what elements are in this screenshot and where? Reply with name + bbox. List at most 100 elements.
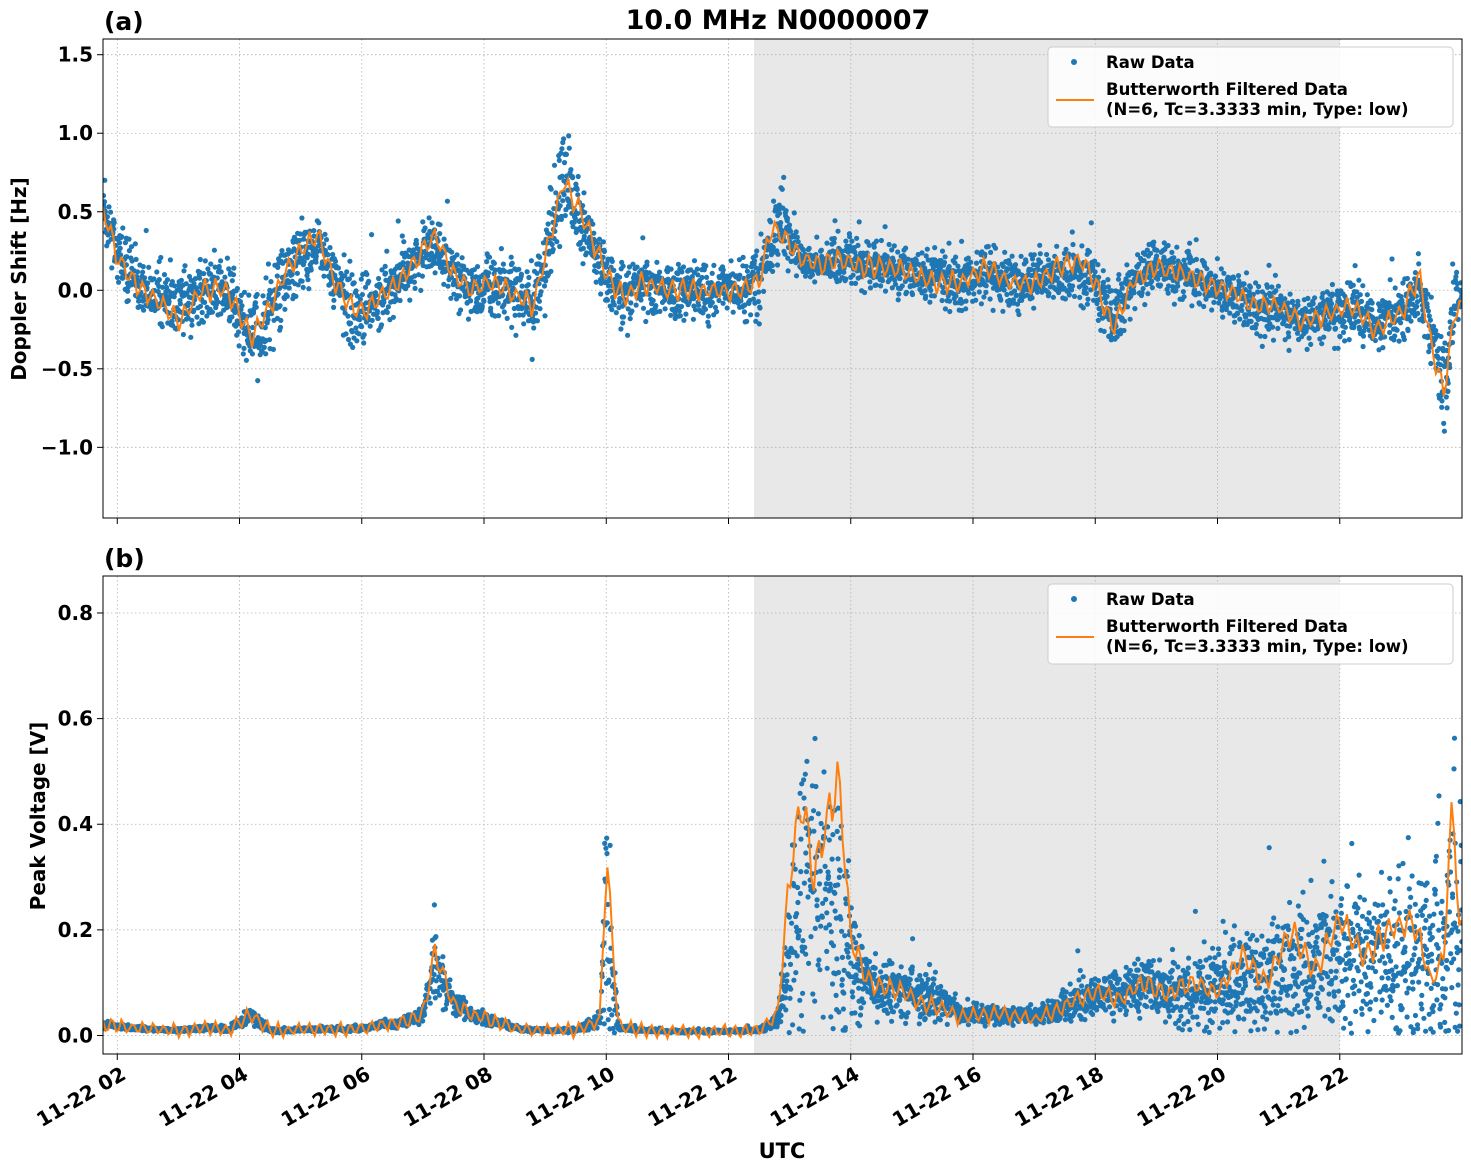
raw-data-point — [226, 266, 232, 272]
raw-data-point — [856, 219, 862, 225]
raw-data-point — [205, 266, 211, 272]
raw-data-point — [696, 302, 702, 308]
raw-data-point — [947, 308, 953, 315]
raw-data-point — [338, 270, 344, 276]
raw-data-point — [509, 260, 515, 266]
y-tick-label: 1.0 — [58, 121, 93, 145]
raw-data-point — [354, 293, 360, 299]
raw-data-point — [1169, 249, 1175, 255]
raw-data-point — [519, 283, 525, 289]
raw-data-point — [1439, 398, 1445, 404]
raw-data-point — [146, 264, 152, 270]
raw-data-point — [1180, 289, 1186, 295]
raw-data-point — [882, 288, 889, 294]
figure-title: 10.0 MHz N0000007 — [626, 5, 931, 36]
raw-data-point — [1438, 333, 1444, 340]
raw-data-point — [468, 298, 474, 304]
raw-data-point — [103, 193, 107, 199]
raw-data-point — [1080, 305, 1086, 311]
raw-data-point — [218, 269, 224, 275]
raw-data-point — [405, 283, 411, 289]
raw-data-point — [1101, 328, 1107, 334]
raw-data-point — [364, 271, 370, 277]
raw-data-point — [809, 272, 816, 278]
raw-data-point — [270, 346, 276, 352]
raw-data-point — [899, 283, 905, 289]
raw-data-point — [1104, 293, 1110, 299]
raw-data-point — [1262, 333, 1268, 340]
raw-data-point — [1425, 308, 1431, 314]
raw-data-point — [1221, 270, 1227, 276]
raw-data-point — [235, 329, 242, 335]
raw-data-point — [855, 242, 861, 248]
raw-data-point — [1398, 320, 1404, 326]
raw-data-point — [158, 254, 164, 261]
raw-data-point — [978, 301, 985, 307]
raw-data-point — [1037, 251, 1043, 257]
raw-data-point — [134, 269, 141, 275]
raw-data-point — [343, 331, 349, 337]
raw-data-point — [241, 345, 247, 351]
raw-data-point — [1269, 324, 1276, 330]
raw-data-point — [529, 356, 535, 362]
raw-data-point — [260, 293, 266, 299]
legend-raw-marker — [1071, 59, 1077, 65]
raw-data-point — [638, 297, 644, 303]
raw-data-point — [922, 288, 928, 294]
raw-data-point — [1328, 301, 1335, 307]
raw-data-point — [496, 313, 502, 319]
raw-data-point — [1405, 327, 1411, 334]
raw-data-point — [1310, 301, 1316, 307]
raw-data-point — [1227, 310, 1233, 316]
raw-data-point — [197, 303, 204, 309]
raw-data-point — [882, 224, 888, 230]
raw-data-point — [862, 289, 868, 296]
raw-data-point — [966, 290, 972, 296]
raw-data-point — [508, 254, 514, 260]
raw-data-point — [342, 273, 348, 279]
raw-data-point — [582, 209, 588, 215]
raw-data-point — [222, 274, 228, 280]
raw-data-point — [998, 269, 1004, 275]
raw-data-point — [756, 321, 762, 327]
raw-data-point — [897, 275, 903, 282]
raw-data-point — [806, 245, 812, 251]
raw-data-point — [1441, 428, 1447, 434]
raw-data-point — [983, 289, 989, 295]
raw-data-point — [354, 338, 360, 344]
raw-data-point — [116, 279, 122, 285]
raw-data-point — [990, 307, 996, 313]
raw-data-point — [617, 274, 623, 280]
raw-data-point — [277, 303, 283, 309]
raw-data-point — [1428, 294, 1434, 300]
raw-data-point — [188, 277, 194, 283]
raw-data-point — [208, 261, 214, 267]
raw-data-point — [1149, 278, 1155, 284]
raw-data-point — [920, 260, 926, 267]
raw-data-point — [771, 198, 777, 204]
raw-data-point — [275, 291, 281, 297]
raw-data-point — [753, 253, 759, 259]
raw-data-point — [690, 316, 697, 322]
raw-data-point — [267, 290, 274, 296]
raw-data-point — [1009, 253, 1015, 259]
raw-data-point — [551, 162, 558, 168]
raw-data-point — [871, 244, 877, 250]
raw-data-point — [644, 259, 650, 265]
raw-data-point — [728, 258, 734, 264]
raw-data-point — [976, 289, 982, 295]
raw-data-point — [419, 273, 425, 279]
raw-data-point — [1256, 283, 1262, 290]
raw-data-point — [761, 288, 767, 294]
raw-data-point — [783, 208, 789, 214]
raw-data-point — [1342, 338, 1348, 344]
raw-data-point — [374, 308, 380, 314]
raw-data-point — [590, 221, 596, 227]
raw-data-point — [169, 279, 175, 285]
raw-data-point — [128, 244, 135, 250]
panel-b-peak-voltage: (b) Peak Voltage [V] 0.00.20.40.60.811-2… — [26, 544, 1463, 1132]
raw-data-point — [556, 157, 562, 163]
raw-data-point — [534, 318, 541, 324]
raw-data-point — [108, 209, 114, 215]
raw-data-point — [1140, 286, 1146, 292]
